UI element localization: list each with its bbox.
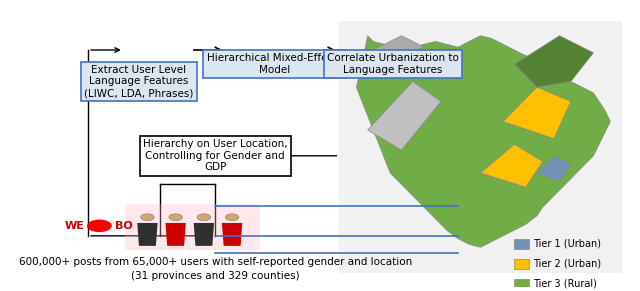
Text: (31 provinces and 329 counties): (31 provinces and 329 counties) xyxy=(131,271,300,281)
Text: Tier 1 (Urban): Tier 1 (Urban) xyxy=(533,239,601,249)
Text: Hierarchy on User Location,
Controlling for Gender and
GDP: Hierarchy on User Location, Controlling … xyxy=(143,139,287,172)
FancyBboxPatch shape xyxy=(339,22,621,273)
Polygon shape xyxy=(537,156,571,182)
Circle shape xyxy=(197,214,211,221)
FancyBboxPatch shape xyxy=(515,259,529,269)
FancyBboxPatch shape xyxy=(515,239,529,249)
Text: BO: BO xyxy=(115,221,132,231)
Polygon shape xyxy=(367,36,424,64)
Polygon shape xyxy=(367,81,441,150)
FancyBboxPatch shape xyxy=(515,279,529,289)
Text: Hierarchical Mixed-Effects
Model: Hierarchical Mixed-Effects Model xyxy=(207,54,342,75)
Circle shape xyxy=(225,214,239,221)
Polygon shape xyxy=(166,223,186,246)
Polygon shape xyxy=(222,223,243,246)
Text: Tier 3 (Rural): Tier 3 (Rural) xyxy=(533,279,597,289)
Polygon shape xyxy=(356,36,611,247)
Circle shape xyxy=(141,214,154,221)
Polygon shape xyxy=(503,87,571,139)
Text: WE: WE xyxy=(64,221,84,231)
Text: Tier 2 (Urban): Tier 2 (Urban) xyxy=(533,259,601,269)
Text: Correlate Urbanization to
Language Features: Correlate Urbanization to Language Featu… xyxy=(327,54,459,75)
Text: Extract User Level
Language Features
(LIWC, LDA, Phrases): Extract User Level Language Features (LI… xyxy=(84,65,194,98)
Circle shape xyxy=(169,214,182,221)
FancyBboxPatch shape xyxy=(125,204,260,250)
Text: 600,000+ posts from 65,000+ users with self-reported gender and location: 600,000+ posts from 65,000+ users with s… xyxy=(19,257,412,267)
Polygon shape xyxy=(194,223,214,246)
Polygon shape xyxy=(137,223,157,246)
Circle shape xyxy=(87,219,112,232)
Polygon shape xyxy=(481,144,543,187)
Polygon shape xyxy=(515,36,593,87)
